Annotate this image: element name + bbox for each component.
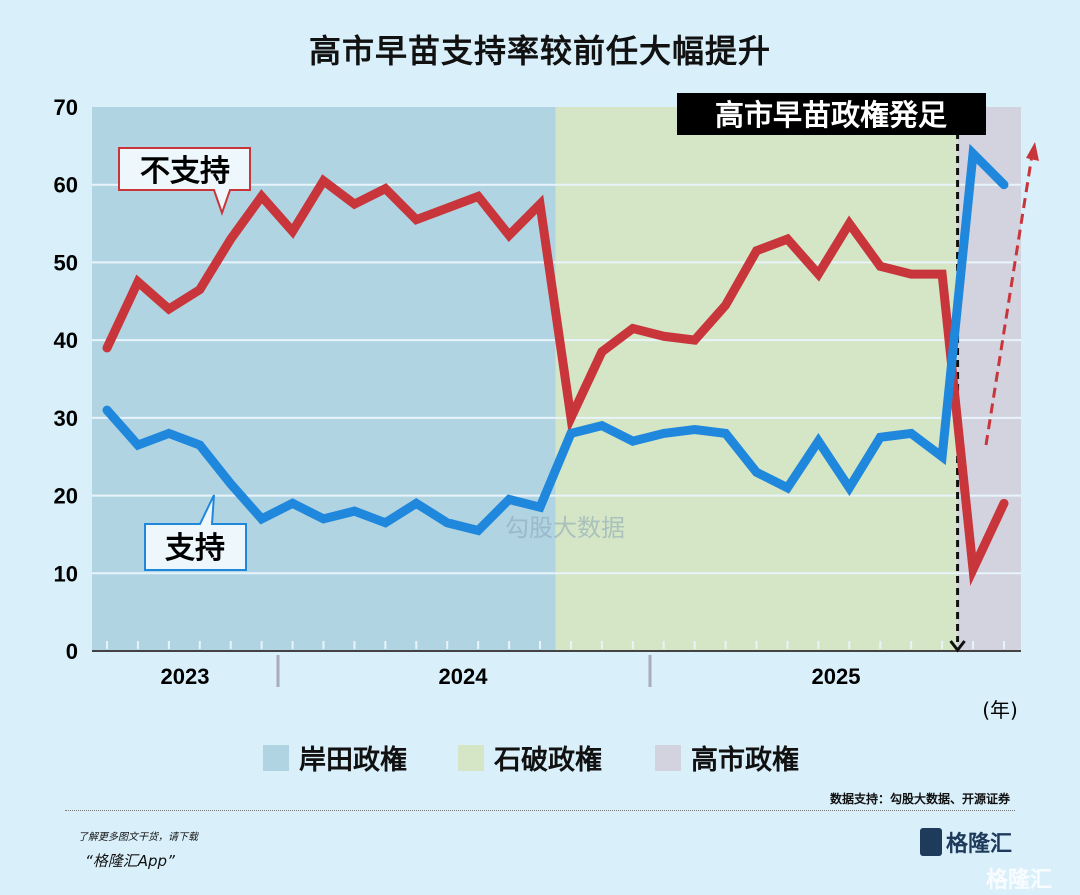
promo-app: “格隆汇App”: [85, 852, 175, 870]
x-year-label: 2025: [812, 664, 861, 689]
legend-item-ishiba: 石破政権: [458, 738, 602, 777]
legend-swatch: [458, 744, 484, 771]
annotation-arrowhead: [949, 640, 966, 653]
y-tick-label: 70: [54, 95, 78, 120]
annotation-box: [677, 93, 986, 135]
series-label-support: 支持: [165, 531, 225, 566]
y-tick-label: 60: [54, 173, 78, 198]
y-tick-label: 30: [54, 406, 78, 431]
promo-text: 了解更多图文干货，请下载: [78, 832, 198, 843]
trend-arrow: [984, 154, 1034, 446]
series-label-disapprove: 不支持: [140, 154, 230, 189]
regime-band: [555, 107, 958, 651]
legend-swatch: [263, 744, 289, 771]
legend-item-takaichi: 高市政権: [655, 738, 799, 777]
x-unit-label: (年): [982, 698, 1018, 722]
logo-icon: [920, 828, 942, 856]
legend-item-kishida: 岸田政権: [263, 738, 407, 777]
annotation-text: 高市早苗政権発足: [715, 98, 947, 132]
divider: [65, 810, 1015, 811]
trend-arrowhead: [1026, 142, 1039, 161]
source-note: 数据支持：勾股大数据、开源证券: [829, 792, 1010, 806]
y-tick-label: 0: [66, 639, 78, 664]
y-tick-label: 40: [54, 328, 78, 353]
logo-watermark: 格隆汇: [986, 868, 1053, 893]
y-tick-label: 20: [54, 484, 78, 509]
chart-title: 高市早苗支持率较前任大幅提升: [308, 32, 771, 70]
x-year-label: 2023: [161, 664, 210, 689]
series-line-disapprove: [102, 174, 1009, 586]
y-tick-label: 10: [54, 561, 78, 586]
y-tick-label: 50: [54, 250, 78, 275]
x-year-label: 2024: [439, 664, 489, 689]
callout-support: [144, 494, 247, 571]
series-line-support: [102, 143, 1009, 536]
logo: 格隆汇: [920, 826, 1012, 858]
callout-disapprove: [118, 147, 251, 217]
legend-swatch: [655, 744, 681, 771]
watermark: 勾股大数据: [505, 514, 625, 542]
